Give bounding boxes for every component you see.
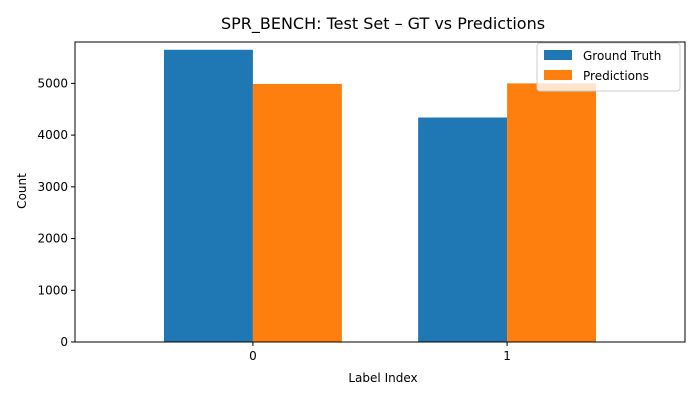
y-tick-label: 3000 xyxy=(37,180,68,194)
bar-predictions-0 xyxy=(252,83,342,343)
chart-title: SPR_BENCH: Test Set – GT vs Predictions xyxy=(221,14,545,34)
y-tick-label: 2000 xyxy=(37,232,68,246)
x-tick-label: 0 xyxy=(249,349,257,363)
legend-swatch-predictions xyxy=(544,70,572,80)
legend-label-predictions: Predictions xyxy=(583,69,649,83)
legend: Ground Truth Predictions xyxy=(536,42,681,92)
bars-layer xyxy=(163,49,597,343)
bar-ground-truth-1 xyxy=(418,117,508,342)
plot-frame xyxy=(74,41,686,343)
bar-predictions-1 xyxy=(507,83,597,343)
y-tick-label: 1000 xyxy=(37,283,68,297)
legend-swatch-ground-truth xyxy=(544,50,572,60)
x-tick-label: 1 xyxy=(503,349,511,363)
x-axis-label: Label Index xyxy=(348,371,417,385)
bar-ground-truth-0 xyxy=(163,49,253,343)
y-axis-label: Count xyxy=(15,173,29,209)
axes-layer: 0 1000 2000 3000 4000 5000 0 1 xyxy=(37,41,686,363)
legend-box xyxy=(536,42,681,92)
y-tick-label: 5000 xyxy=(37,76,68,90)
y-tick-label: 4000 xyxy=(37,128,68,142)
legend-label-ground-truth: Ground Truth xyxy=(583,49,661,63)
y-tick-label: 0 xyxy=(60,335,68,349)
